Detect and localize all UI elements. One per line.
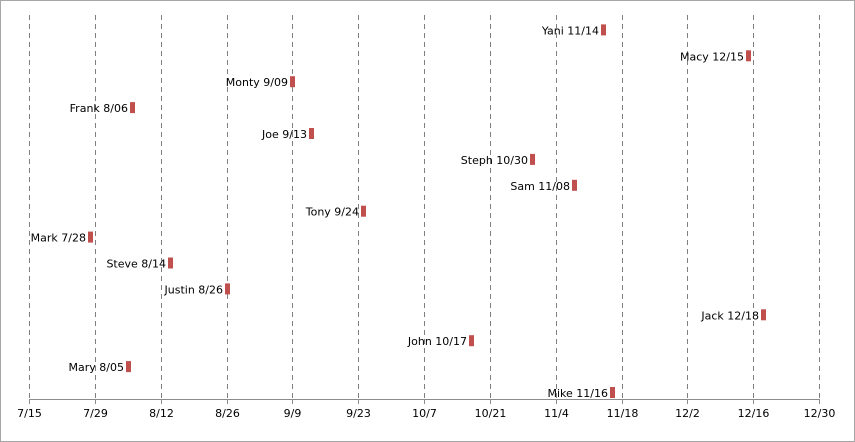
data-point-marker: [601, 24, 606, 36]
gridlines: [29, 15, 820, 399]
data-point-label: Monty 9/09: [226, 76, 288, 89]
data-point-label: Macy 12/15: [680, 50, 744, 63]
data-point-marker: [126, 361, 131, 373]
data-point-label: Frank 8/06: [70, 102, 128, 115]
data-point-marker: [610, 387, 615, 398]
data-point-marker: [225, 283, 230, 295]
x-tick-label: 12/30: [804, 407, 836, 420]
x-tick-label: 8/26: [215, 407, 240, 420]
x-tick-label: 10/21: [475, 407, 507, 420]
data-point-label: Steve 8/14: [106, 258, 166, 271]
x-tick-label: 9/23: [346, 407, 371, 420]
data-point-label: Tony 9/24: [305, 206, 359, 219]
data-point-label: Mark 7/28: [31, 232, 86, 245]
x-tick-label: 9/9: [284, 407, 302, 420]
data-point-marker: [361, 205, 366, 217]
data-point-label: Sam 11/08: [510, 180, 570, 193]
x-axis: 7/15 7/29 8/12 8/26 9/9 9/23 10/7 10/21 11/4 11/1…: [17, 399, 835, 420]
data-point-marker: [130, 102, 135, 114]
x-tick-label: 12/2: [675, 407, 700, 420]
data-point-label: Jack 12/18: [700, 309, 759, 322]
data-point-label: Mike 11/16: [548, 387, 609, 400]
data-point-label: Justin 8/26: [164, 283, 224, 296]
data-point-marker: [572, 179, 577, 191]
x-tick-label: 7/29: [83, 407, 108, 420]
x-tick-label: 12/16: [738, 407, 770, 420]
data-point-marker: [168, 257, 173, 269]
data-point-marker: [290, 76, 295, 88]
data-point-marker: [530, 153, 535, 165]
x-tick-label: 7/15: [17, 407, 42, 420]
data-point-marker: [469, 335, 474, 347]
x-tick-label: 10/7: [412, 407, 437, 420]
data-point-label: Steph 10/30: [461, 154, 528, 167]
data-points: Yani 11/14 Macy 12/15 Monty 9/09 Frank 8/06…: [31, 24, 766, 400]
x-tick-label: 11/4: [544, 407, 569, 420]
data-point-marker: [88, 231, 93, 243]
data-point-label: John 10/17: [407, 335, 467, 348]
data-point-marker: [761, 309, 766, 321]
data-point-marker: [746, 50, 751, 62]
data-point-label: Yani 11/14: [541, 24, 599, 37]
x-tick-label: 8/12: [149, 407, 174, 420]
data-point-marker: [309, 128, 314, 139]
data-point-label: Mary 8/05: [69, 361, 124, 374]
x-tick-label: 11/18: [607, 407, 639, 420]
data-point-label: Joe 9/13: [261, 128, 307, 141]
